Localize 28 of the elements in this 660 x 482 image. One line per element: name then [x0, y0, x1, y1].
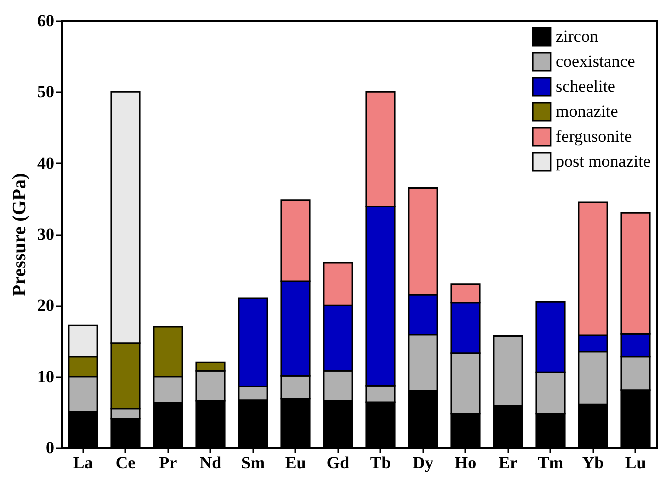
x-tick-label: Lu	[625, 454, 646, 472]
y-tick-label: 60	[38, 12, 54, 30]
x-tick-label: Eu	[285, 454, 306, 472]
y-tick-label: 10	[38, 367, 54, 386]
legend-label: monazite	[556, 102, 618, 121]
y-tick-label: 0	[46, 438, 54, 458]
x-tick-label: Er	[498, 454, 518, 472]
x-tick-label: Tm	[538, 454, 564, 472]
x-tick-label: Sm	[241, 454, 266, 472]
x-tick-label: Nd	[200, 454, 222, 472]
x-tick-label: Dy	[412, 454, 434, 472]
legend-label: zircon	[556, 27, 599, 46]
x-tick-label: Tb	[370, 454, 392, 472]
y-axis-title: Pressure (GPa)	[10, 173, 30, 297]
legend-label: scheelite	[556, 77, 616, 96]
x-tick-label: Ho	[454, 454, 477, 472]
y-tick-label: 50	[38, 82, 54, 102]
x-tick-label: La	[73, 454, 94, 472]
x-tick-label: Gd	[326, 454, 350, 472]
x-tick-label: Yb	[582, 454, 604, 472]
legend-label: fergusonite	[556, 127, 632, 146]
y-tick-label: 30	[38, 225, 54, 244]
y-tick-label: 20	[38, 296, 54, 316]
x-tick-label: Pr	[159, 454, 178, 472]
y-tick-label: 40	[38, 154, 54, 173]
x-tick-label: Ce	[116, 454, 136, 472]
legend-label: post monazite	[556, 152, 651, 171]
legend-label: coexistance	[556, 52, 636, 71]
